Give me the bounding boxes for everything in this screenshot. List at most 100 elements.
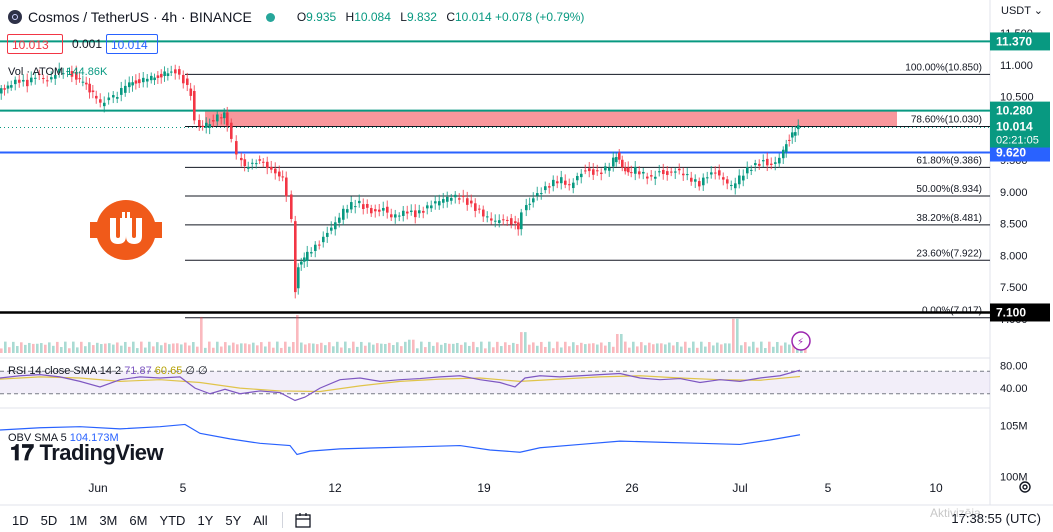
candle-body	[85, 82, 88, 85]
candle-body	[362, 204, 365, 210]
volume-bar	[144, 347, 147, 353]
volume-bar	[92, 345, 95, 353]
volume-bar	[656, 343, 659, 353]
price-tick-label: 11.000	[1000, 60, 1033, 72]
activation-watermark: Aktivizēja	[930, 506, 981, 520]
volume-bar	[100, 344, 103, 353]
volume-bar	[140, 341, 143, 353]
utc-clock[interactable]: 17:38:55 (UTC)	[951, 511, 1041, 526]
current-price-countdown: 02:21:05	[996, 135, 1039, 147]
obv-value: 104.173M	[69, 432, 119, 444]
range-1y[interactable]: 1Y	[197, 512, 214, 528]
volume-bar	[784, 342, 787, 353]
volume-bar	[216, 341, 219, 353]
candle-body	[426, 205, 429, 209]
candle-body	[394, 214, 397, 218]
sell-price-button[interactable]: 10.013	[7, 34, 63, 54]
range-5y[interactable]: 5Y	[225, 512, 242, 528]
candle-body	[525, 205, 528, 211]
ohlc-readout: O9.935 H10.084 L9.832 C10.014 +0.078 (+0…	[291, 10, 585, 24]
volume-bar	[396, 342, 399, 353]
candle-body	[698, 181, 701, 187]
candle-body	[418, 210, 421, 214]
candle-body	[474, 203, 477, 211]
fib-level-label: 100.00%(10.850)	[905, 62, 982, 73]
candle-body	[718, 170, 721, 176]
candle-body	[608, 167, 611, 171]
volume-bar	[344, 341, 347, 353]
volume-bar	[464, 342, 467, 353]
obv-tick-label: 105M	[1000, 421, 1028, 433]
obv-legend-name: OBV SMA 5	[8, 432, 67, 444]
buy-price-button[interactable]: 10.014	[106, 34, 158, 54]
volume-bar	[136, 348, 139, 353]
candle-body	[354, 206, 357, 208]
range-3m[interactable]: 3M	[99, 512, 118, 528]
volume-bar	[404, 341, 407, 353]
candle-body	[778, 157, 781, 164]
range-1m[interactable]: 1M	[69, 512, 88, 528]
volume-bar	[724, 343, 727, 353]
candle-body	[306, 251, 309, 261]
volume-bar	[756, 347, 759, 353]
volume-bar	[612, 346, 615, 353]
volume-bar	[12, 341, 15, 353]
volume-bar	[420, 341, 423, 353]
volume-bar	[752, 341, 755, 353]
candle-body	[454, 194, 457, 198]
obv-legend[interactable]: OBV SMA 5 104.173M	[8, 432, 119, 444]
currency-selector[interactable]: USDT ⌄	[1001, 5, 1044, 17]
candle-body	[788, 139, 791, 141]
candle-body	[580, 173, 583, 178]
range-1d[interactable]: 1D	[12, 512, 29, 528]
candle-body	[646, 176, 649, 179]
volume-bar	[452, 343, 455, 353]
volume-bar	[412, 339, 415, 353]
volume-bar	[552, 348, 555, 353]
range-all[interactable]: All	[253, 512, 268, 528]
brand-logo-icon	[90, 200, 162, 260]
rsi-legend[interactable]: RSI 14 close SMA 14 2 71.87 60.65 ∅ ∅	[8, 364, 208, 377]
level-price-tag-label: 9.620	[996, 146, 1026, 160]
volume-bar	[64, 341, 67, 353]
volume-bar	[744, 342, 747, 353]
candle-body	[160, 73, 163, 78]
candle-body	[124, 85, 127, 93]
ohlc-low: 9.832	[406, 10, 437, 24]
candle-body	[75, 71, 78, 80]
volume-bar	[604, 345, 607, 353]
volume-bar	[580, 342, 583, 353]
volume-bar	[644, 345, 647, 353]
volume-bar	[480, 341, 483, 353]
chart-header: Cosmos / TetherUS · 4h · BINANCE O9.935 …	[0, 0, 990, 34]
candle-body	[330, 227, 333, 231]
tradingview-logo[interactable]: 𝟏𝟕 TradingView	[10, 440, 164, 466]
candle-body	[314, 244, 317, 251]
settings-gear-icon[interactable]	[1018, 480, 1032, 494]
range-ytd[interactable]: YTD	[159, 512, 186, 528]
volume-bar	[500, 346, 503, 353]
volume-legend[interactable]: Vol · ATOM 144.86K	[8, 66, 107, 78]
range-5d[interactable]: 5D	[40, 512, 58, 528]
candle-body	[189, 88, 193, 96]
candle-body	[615, 157, 618, 163]
symbol-title[interactable]: Cosmos / TetherUS · 4h · BINANCE	[28, 9, 252, 25]
candle-body	[58, 68, 61, 73]
volume-bar	[516, 343, 519, 353]
calendar-goto-icon[interactable]	[295, 512, 313, 528]
candle-body	[678, 168, 681, 171]
volume-bar	[444, 343, 447, 353]
ohlc-close: 10.014	[454, 10, 492, 24]
volume-bar	[244, 343, 247, 353]
volume-bar	[632, 341, 635, 353]
volume-bar	[340, 347, 343, 353]
volume-bar	[636, 346, 639, 353]
volume-bar	[68, 348, 71, 353]
level-price-tag	[990, 143, 1050, 162]
volume-bar	[0, 348, 3, 353]
candle-body	[600, 172, 603, 175]
volume-bar	[304, 344, 307, 353]
candle-body	[182, 74, 185, 84]
range-6m[interactable]: 6M	[129, 512, 148, 528]
